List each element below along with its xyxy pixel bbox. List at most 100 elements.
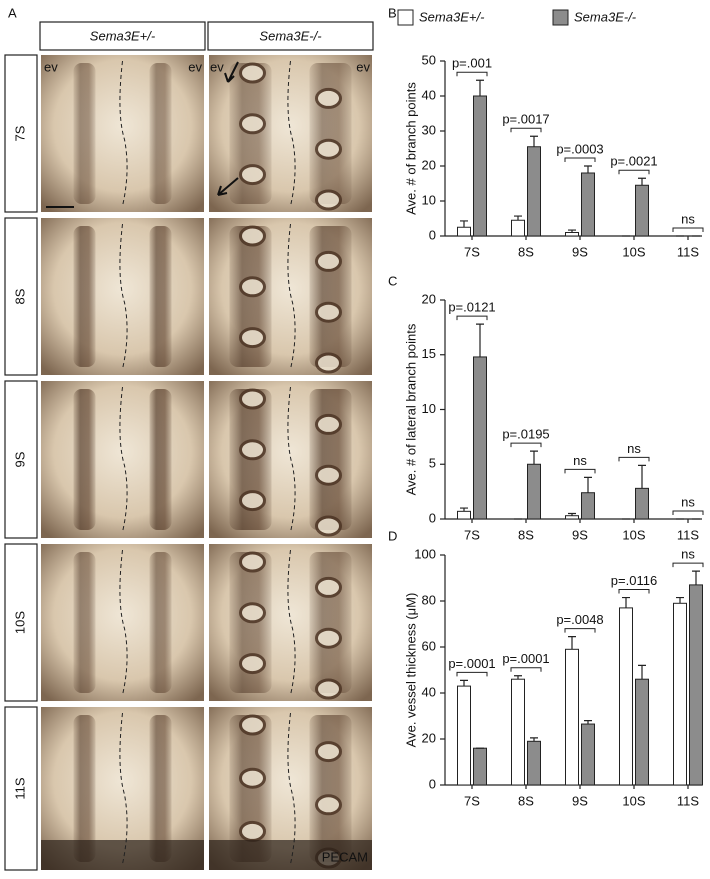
bar (689, 584, 703, 786)
x-tick-label: 7S (464, 793, 480, 808)
error-bar (530, 450, 538, 465)
midline (287, 549, 296, 696)
vessel-loop (315, 576, 342, 598)
vessel-loop (239, 164, 266, 186)
bar (673, 602, 687, 786)
y-tick-label: 100 (414, 546, 436, 561)
x-tick-label: 11S (677, 244, 699, 259)
vessel (149, 389, 172, 530)
x-tick-label: 9S (572, 527, 588, 542)
row-label: 9S (12, 451, 27, 467)
error-bar (584, 165, 592, 173)
bar (581, 172, 595, 237)
vessel-loop (315, 301, 342, 323)
y-axis-label: Ave. # of lateral branch points (403, 323, 418, 495)
significance-bracket (456, 671, 488, 677)
vessel (149, 552, 172, 693)
vessel (149, 715, 172, 862)
p-value: ns (573, 453, 587, 468)
row-label-box (4, 380, 38, 539)
significance-bracket (564, 628, 596, 633)
y-tick-label: 5 (429, 456, 436, 471)
error-bar (568, 636, 576, 650)
significance-bracket (510, 127, 542, 133)
vessel (73, 389, 96, 530)
significance-bracket (672, 510, 704, 515)
arrow (217, 177, 239, 196)
y-tick-label: 30 (422, 122, 436, 137)
error-bar (622, 596, 630, 608)
vessel-loop (315, 464, 342, 486)
x-tick-label: 10S (622, 793, 645, 808)
vessel-loop (315, 678, 342, 700)
midline (119, 712, 128, 865)
shadow (41, 840, 204, 870)
bar (581, 723, 595, 786)
vessel-loop (239, 388, 266, 410)
bar (473, 95, 487, 237)
midline (119, 386, 128, 533)
y-axis-label: Ave. vessel thickness (μM) (403, 593, 418, 748)
p-value: p=.0017 (502, 112, 549, 127)
error-bar (530, 135, 538, 147)
shadow (209, 840, 372, 870)
midline (287, 386, 296, 533)
y-tick-label: 10 (422, 401, 436, 416)
vessel (309, 389, 352, 530)
vessel-loop (239, 602, 266, 624)
significance-bracket (564, 157, 596, 162)
error-bar (460, 507, 468, 512)
vessel (309, 552, 352, 693)
error-bar (514, 215, 522, 221)
ev-label: ev (188, 59, 202, 74)
y-tick-label: 20 (422, 291, 436, 306)
x-tick-label: 8S (518, 527, 534, 542)
row-label-box (4, 543, 38, 702)
error-bar (514, 675, 522, 680)
arrow (224, 61, 239, 83)
midline (287, 60, 296, 207)
vessel (73, 552, 96, 693)
x-tick-label: 8S (518, 244, 534, 259)
x-tick-label: 9S (572, 244, 588, 259)
ev-label: ev (356, 59, 370, 74)
error-bar (584, 720, 592, 725)
vessel (73, 715, 96, 862)
bar (581, 492, 595, 520)
row-label-box (4, 54, 38, 213)
vessel-loop (239, 490, 266, 512)
y-tick-label: 0 (429, 776, 436, 791)
error-bar (530, 737, 538, 742)
significance-bracket (672, 227, 704, 232)
vessel-loop (239, 439, 266, 461)
error-bar (476, 323, 484, 357)
y-axis-label: Ave. # of branch points (403, 82, 418, 215)
bar (635, 184, 649, 237)
y-tick-label: 20 (422, 730, 436, 745)
p-value: ns (681, 547, 695, 562)
significance-bracket (510, 667, 542, 672)
p-value: p=.0116 (611, 573, 657, 588)
column-header: Sema3E-/- (259, 28, 322, 43)
p-value: p=.001 (452, 56, 492, 71)
vessel-loop (315, 352, 342, 374)
bar (511, 219, 525, 237)
panel-letter: A (8, 5, 17, 20)
vessel-loop (315, 138, 342, 160)
y-tick-label: 10 (422, 192, 436, 207)
vessel-loop (239, 62, 266, 84)
legend-swatch (397, 9, 414, 26)
significance-bracket (456, 71, 488, 77)
error-bar (460, 679, 468, 687)
bar (619, 607, 633, 786)
error-bar (692, 570, 700, 585)
p-value: p=.0048 (556, 612, 603, 627)
p-value: p=.0003 (556, 141, 603, 156)
y-tick-label: 60 (422, 638, 436, 653)
vessel (149, 63, 172, 204)
row-label: 8S (12, 288, 27, 304)
bar (565, 515, 579, 520)
bar (565, 648, 579, 786)
